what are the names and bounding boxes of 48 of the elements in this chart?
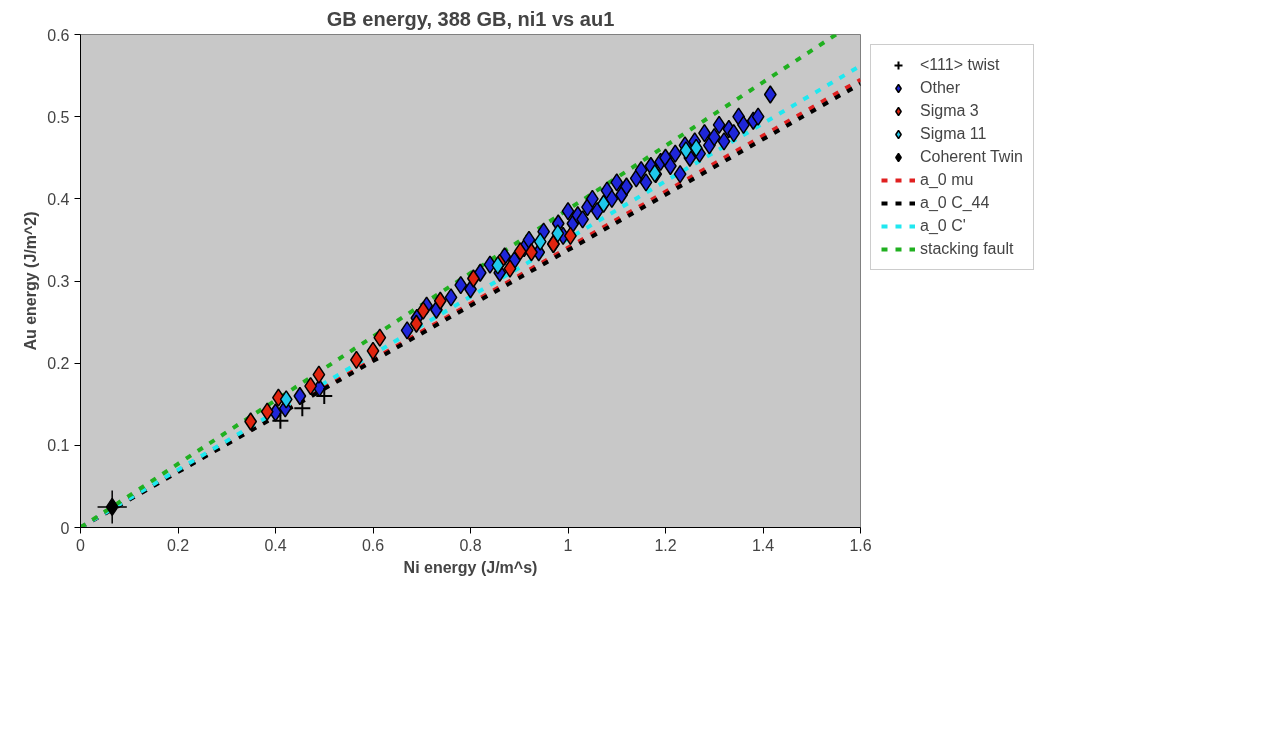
y-tick-label: 0.2 (47, 355, 70, 373)
x-tick-label: 0.8 (459, 536, 482, 554)
point (513, 242, 527, 261)
point (304, 376, 318, 396)
x-tick-label: 1.2 (654, 536, 677, 554)
legend-label: a_0 mu (920, 171, 974, 189)
point (312, 365, 326, 384)
legend-label: Other (920, 79, 961, 97)
legend-label: a_0 C_44 (920, 194, 990, 212)
legend-label: a_0 C' (920, 217, 966, 235)
legend-label: <111> twist (920, 56, 1000, 74)
point (366, 341, 380, 361)
x-axis-title: Ni energy (J/m^s) (403, 558, 538, 576)
y-axis-title: Au energy (J/m^2) (22, 211, 40, 351)
point (244, 412, 258, 431)
chart-title: GB energy, 388 GB, ni1 vs au1 (326, 7, 615, 30)
point (279, 390, 293, 409)
point (551, 224, 565, 243)
point (416, 301, 430, 320)
point (373, 328, 387, 347)
point (315, 387, 334, 406)
x-tick-label: 0.2 (166, 536, 190, 554)
point (271, 411, 290, 430)
point (409, 314, 423, 333)
legend-label: stacking fault (920, 240, 1014, 258)
x-tick-label: 1.6 (849, 536, 872, 554)
x-tick-label: 1.4 (751, 536, 775, 554)
point (679, 141, 693, 160)
y-tick-label: 0.3 (47, 273, 70, 290)
legend-label: Coherent Twin (920, 148, 1023, 166)
y-tick-label: 0.5 (47, 108, 70, 126)
y-tick-label: 0.1 (47, 437, 70, 455)
point (105, 497, 119, 517)
x-tick-label: 0.4 (264, 536, 287, 554)
y-tick-label: 0.4 (47, 190, 70, 208)
y-tick-label: 0.6 (47, 26, 70, 44)
point (293, 399, 312, 418)
point (503, 259, 517, 278)
point (433, 291, 447, 310)
x-tick-label: 1 (563, 536, 573, 554)
legend-label: Sigma 3 (920, 102, 979, 120)
point (689, 138, 703, 158)
y-tick-label: 0 (60, 519, 70, 537)
x-tick-label: 0.6 (361, 536, 385, 554)
point (260, 402, 274, 421)
legend-label: Sigma 11 (920, 125, 987, 143)
x-tick-label: 0 (76, 536, 86, 554)
point (533, 232, 547, 251)
